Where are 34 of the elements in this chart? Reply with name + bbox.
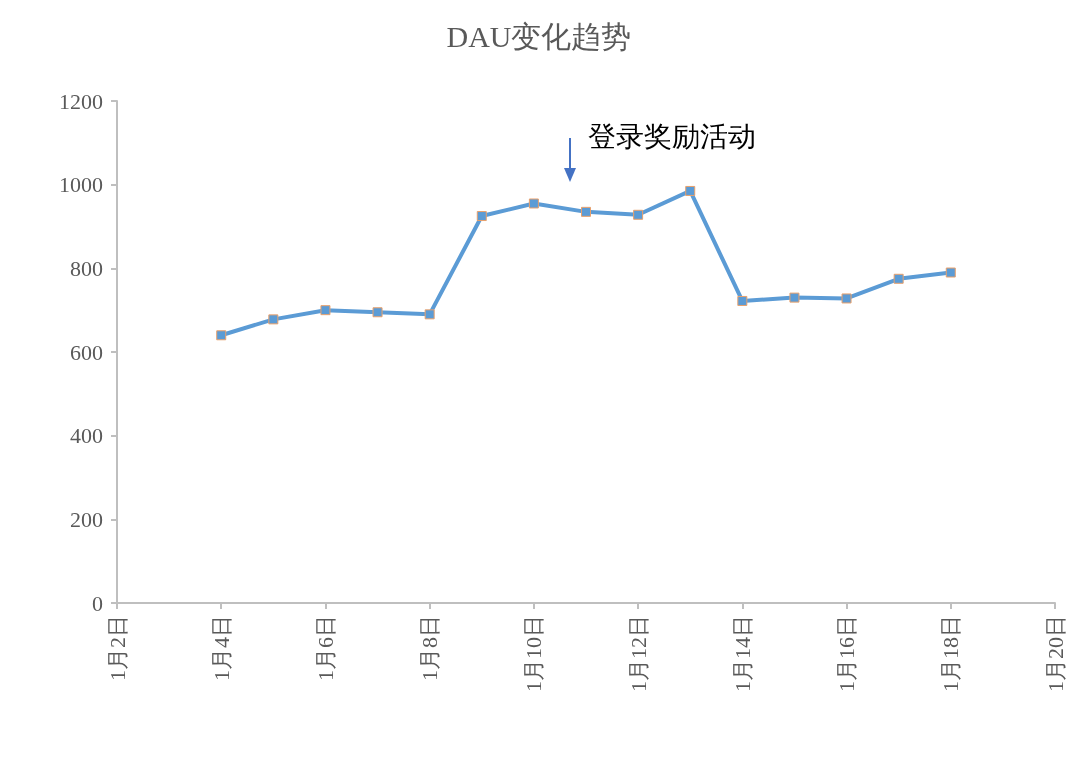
point <box>945 267 956 278</box>
point <box>893 273 904 284</box>
x-tick-label: 1月4日 <box>208 615 234 681</box>
x-tick-label: 1月18日 <box>938 615 964 692</box>
y-tick-label: 0 <box>92 590 103 616</box>
annotation: 登录奖励活动 <box>588 120 756 152</box>
point <box>216 330 227 341</box>
x-tick-label: 1月20日 <box>1042 615 1068 692</box>
x-tick-label: 1月14日 <box>729 615 755 692</box>
point <box>737 295 748 306</box>
point <box>528 198 539 209</box>
y-tick-label: 200 <box>70 506 103 532</box>
y-tick-label: 800 <box>70 255 103 281</box>
point <box>581 206 591 217</box>
y-tick-label: 600 <box>70 339 103 365</box>
x-tick-label: 1月16日 <box>834 615 860 692</box>
x-tick-label: 1月6日 <box>312 615 338 681</box>
x-tick-label: 1月8日 <box>417 615 443 681</box>
y-tick-label: 400 <box>70 423 103 449</box>
chart-title: DAU变化趋势 <box>446 19 632 53</box>
x-tick-label: 1月2日 <box>104 615 130 681</box>
point <box>424 309 435 320</box>
point <box>372 307 383 318</box>
x-tick-label: 1月10日 <box>521 615 547 692</box>
y-tick-label: 1200 <box>59 88 103 114</box>
point <box>268 314 279 325</box>
y-tick-label: 1000 <box>59 172 103 198</box>
x-tick-label: 1月12日 <box>625 615 651 692</box>
point <box>841 293 852 304</box>
point <box>789 292 800 303</box>
point <box>685 185 696 196</box>
point <box>633 209 644 220</box>
point <box>320 305 331 316</box>
point <box>476 211 487 222</box>
